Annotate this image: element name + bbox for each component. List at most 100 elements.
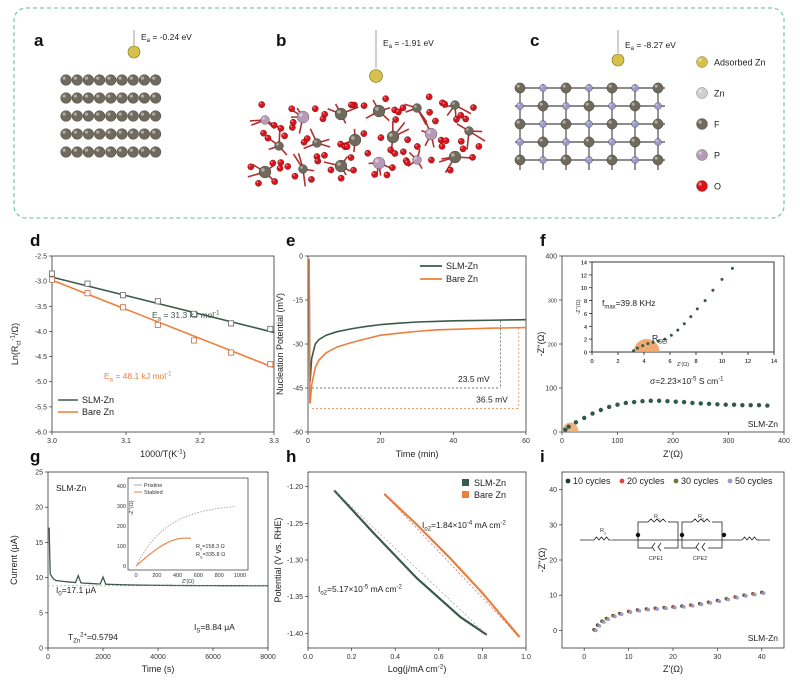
data-point: [753, 592, 757, 597]
y-tick-label: 10: [35, 575, 43, 582]
circuit-node: [635, 532, 641, 538]
o-atom: [371, 170, 379, 178]
o-atom: [291, 172, 299, 180]
x-tick-label: 0.2: [347, 654, 357, 661]
data-point: [582, 415, 587, 421]
x-tick-label: 40: [449, 438, 457, 445]
y-tick-label: 14: [581, 261, 587, 267]
zn-atom: [93, 128, 106, 140]
o-atom: [475, 142, 483, 150]
zn-atom: [105, 110, 117, 122]
y-tick-label: 0: [584, 351, 587, 357]
zn-atom: [583, 136, 595, 148]
o-atom-shine: [458, 113, 461, 116]
inset-pristine-curve: [135, 506, 237, 567]
sample-label: SLM-Zn: [56, 483, 87, 493]
x-tick-label: 3.3: [269, 438, 279, 445]
y-axis-label: -Z''(Ω): [536, 332, 546, 357]
legend-label: 50 cycles: [735, 476, 773, 486]
inset-data-point: [656, 339, 660, 343]
legend-label: 10 cycles: [573, 476, 611, 486]
slm-exchange-current: Io2=5.17×10-5 mA cm-2: [318, 584, 402, 597]
f-atom: [631, 120, 639, 128]
y-tick-label: 0: [39, 646, 43, 653]
zn-atom-shine: [129, 148, 133, 152]
p-atom: [334, 159, 348, 173]
zn-atom: [514, 118, 526, 130]
y-tick-label: -1.35: [287, 594, 303, 601]
zn-atom: [127, 92, 139, 104]
data-point: [563, 427, 568, 432]
panel-a-adsorbed-zn: [127, 45, 141, 59]
o-atom-shine: [365, 151, 368, 154]
panel-label-g: g: [30, 447, 40, 466]
inset-x-tick-label: 400: [173, 573, 182, 579]
o-atom-shine: [344, 144, 347, 147]
atom-legend-label: F: [714, 120, 720, 130]
x-tick-label: 0: [590, 359, 593, 365]
zn-atom-shine: [375, 159, 379, 163]
o-atom: [247, 163, 255, 171]
nucleation-overpotential-slm: 23.5 mV: [458, 374, 490, 384]
y-tick-label: 20: [35, 505, 43, 512]
o-ball-shine: [698, 182, 702, 186]
inset-x-tick-label: 0: [134, 573, 137, 579]
p-atom-shine: [351, 136, 355, 140]
zn-atom-shine: [585, 138, 589, 142]
o-atom: [427, 156, 435, 164]
o-atom-shine: [278, 126, 281, 129]
o-atom: [395, 108, 402, 116]
o-atom-shine: [285, 164, 288, 167]
x-tick-label: 20: [377, 438, 385, 445]
zn-atom: [372, 156, 386, 170]
inset-data-point: [720, 277, 724, 281]
f-atom-shine: [655, 139, 658, 142]
zn-atom-shine: [585, 102, 589, 106]
x-tick-label: 0: [306, 438, 310, 445]
zn-atom-shine: [466, 128, 469, 131]
y-tick-label: -30: [293, 342, 303, 349]
bare-activation-energy: Ea = 48.1 kJ mol-1: [104, 371, 172, 384]
zn-atom: [652, 118, 664, 130]
zn-atom-shine: [414, 157, 417, 160]
o-atom-shine: [291, 120, 294, 123]
circuit-resistor: [593, 536, 612, 541]
panel-label-b: b: [276, 31, 286, 50]
inset-data-point: [636, 346, 639, 350]
y-tick-label: 0: [553, 628, 557, 635]
f-atom: [585, 120, 593, 128]
zn-atom: [560, 154, 572, 166]
data-point: [154, 298, 161, 305]
x-tick-label: 14: [771, 359, 777, 365]
o-atom-shine: [309, 177, 312, 180]
panel-b-energy: Ea = -1.91 eV: [383, 38, 434, 50]
o-atom: [391, 150, 399, 157]
o-atom-shine: [272, 123, 275, 126]
zn-atom: [149, 146, 162, 158]
zn-atom: [82, 110, 95, 122]
x-tick-label: 8: [694, 359, 697, 365]
x-tick-label: 0: [560, 438, 564, 445]
o-atom: [399, 104, 407, 112]
zn-atom-shine: [107, 130, 111, 134]
f-atom-shine: [609, 139, 612, 142]
inset-rs-label: RS=335.8 Ω: [196, 552, 225, 560]
x-tick-label: 3.0: [47, 438, 57, 445]
y-tick-label: 10: [581, 286, 587, 292]
o-atom-shine: [440, 100, 443, 103]
zn-atom: [93, 110, 106, 122]
o-atom-shine: [415, 144, 418, 147]
o-atom: [264, 134, 272, 142]
data-point: [673, 399, 678, 404]
data-point: [120, 304, 127, 311]
o-atom: [360, 130, 368, 138]
data-point: [597, 624, 602, 628]
o-atom-shine: [361, 131, 364, 134]
zn-atom-shine: [562, 156, 566, 160]
o-atom-shine: [393, 117, 396, 120]
o-atom: [383, 171, 391, 179]
data-point: [602, 620, 606, 624]
panel-c-adsorbed-zn: [611, 53, 625, 67]
inset-x-axis-label: Z'(Ω): [677, 362, 689, 368]
